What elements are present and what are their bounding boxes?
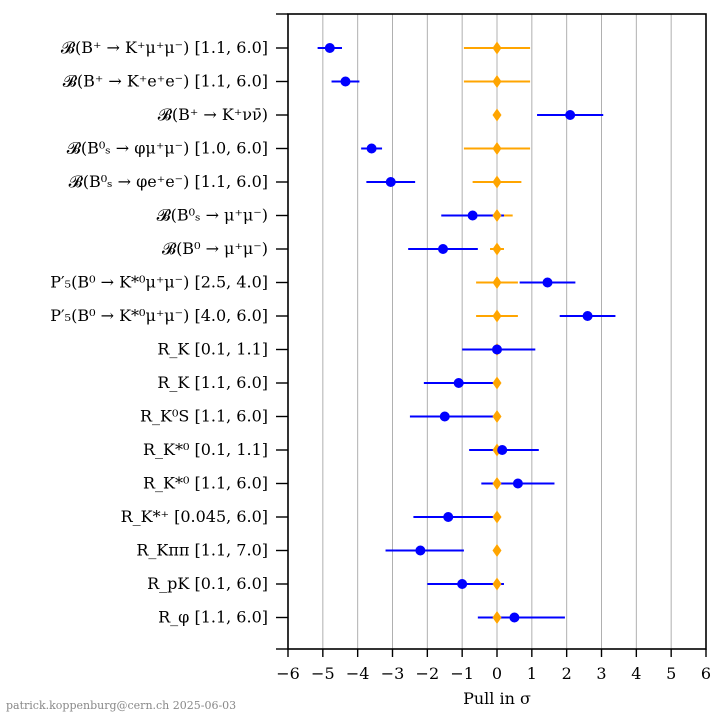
category-label: R_K*⁰ [1.1, 6.0] [143,474,268,493]
x-ticks: −6 −5 −4 −3 −2 −1 0 1 2 3 4 5 6 [276,649,711,683]
prediction-point [492,611,502,624]
x-tick-label: 1 [527,664,537,683]
prediction-point [492,309,502,323]
category-label: P′₅(B⁰ → K*⁰μ⁺μ⁻) [4.0, 6.0] [50,306,268,325]
prediction-point [492,376,502,390]
measurement-point [340,76,351,87]
x-tick-label: 6 [701,664,711,683]
measurement-point [467,210,478,221]
category-label: R_K⁰S [1.1, 6.0] [140,407,268,426]
measurement-point [457,579,468,589]
category-label: 𝓑(B⁰ₛ → φe⁺e⁻) [1.1, 6.0] [69,172,268,191]
category-label: 𝓑(B⁺ → K⁺μ⁺μ⁻) [1.1, 6.0] [61,38,268,57]
category-label: 𝓑(B⁺ → K⁺νν̄) [158,105,268,124]
x-tick-label: 3 [596,664,606,683]
x-tick-label: −2 [416,664,440,683]
x-tick-label: −6 [276,664,300,683]
prediction-point [492,142,502,155]
prediction-point [492,544,502,557]
x-axis-title: Pull in σ [463,689,531,708]
measurement-point [582,311,593,321]
category-label: R_φ [1.1, 6.0] [158,608,268,627]
measurement-point [497,445,508,455]
measurement-point [443,512,454,522]
x-tick-label: 5 [666,664,676,683]
measurement-point [385,177,396,187]
prediction-point [492,41,502,55]
prediction-point [492,175,502,189]
measurement-point [492,344,502,355]
prediction-point [492,242,502,256]
prediction-point [492,510,502,524]
measurement-point [565,110,576,120]
prediction-point [492,276,502,289]
prediction-point [492,577,502,591]
measurement-point [366,143,377,154]
y-ticks [276,13,288,650]
measurement-point [439,411,450,422]
category-label: R_pK [0.1, 6.0] [147,574,268,593]
x-tick-label: −1 [450,664,474,683]
x-tick-label: −5 [311,664,335,683]
x-tick-label: 4 [631,664,641,683]
measurement-point [542,277,553,288]
measurement-point [512,478,523,489]
category-label: R_Kππ [1.1, 7.0] [136,541,268,560]
category-label: 𝓑(B⁰ → μ⁺μ⁻) [162,239,268,258]
x-tick-label: 0 [492,664,502,683]
x-tick-label: 2 [562,664,572,683]
data-points [324,41,593,624]
measurement-point [324,43,335,53]
category-label: R_K [1.1, 6.0] [157,373,268,392]
prediction-point [492,209,502,222]
x-tick-label: −4 [346,664,370,683]
category-label: P′₅(B⁰ → K*⁰μ⁺μ⁻) [2.5, 4.0] [50,273,268,292]
prediction-point [492,410,502,423]
category-label: R_K*⁰ [0.1, 1.1] [143,440,268,459]
category-label: 𝓑(B⁰ₛ → μ⁺μ⁻) [157,206,268,225]
measurement-point [415,545,426,556]
author-credit: patrick.koppenburg@cern.ch 2025-06-03 [6,699,237,712]
prediction-point [492,477,502,490]
category-label: R_K*⁺ [0.045, 6.0] [121,507,268,526]
measurement-point [438,244,449,254]
x-tick-label: −3 [381,664,405,683]
prediction-point [492,108,502,122]
category-label: R_K [0.1, 1.1] [157,340,268,359]
prediction-point [492,75,502,88]
y-tick-labels: 𝓑(B⁺ → K⁺μ⁺μ⁻) [1.1, 6.0] 𝓑(B⁺ → K⁺e⁺e⁻) … [50,38,268,627]
measurement-point [509,612,520,623]
category-label: 𝓑(B⁺ → K⁺e⁺e⁻) [1.1, 6.0] [63,72,268,91]
measurement-point [453,378,464,388]
error-bars [317,47,616,619]
category-label: 𝓑(B⁰ₛ → φμ⁺μ⁻) [1.0, 6.0] [67,139,268,158]
